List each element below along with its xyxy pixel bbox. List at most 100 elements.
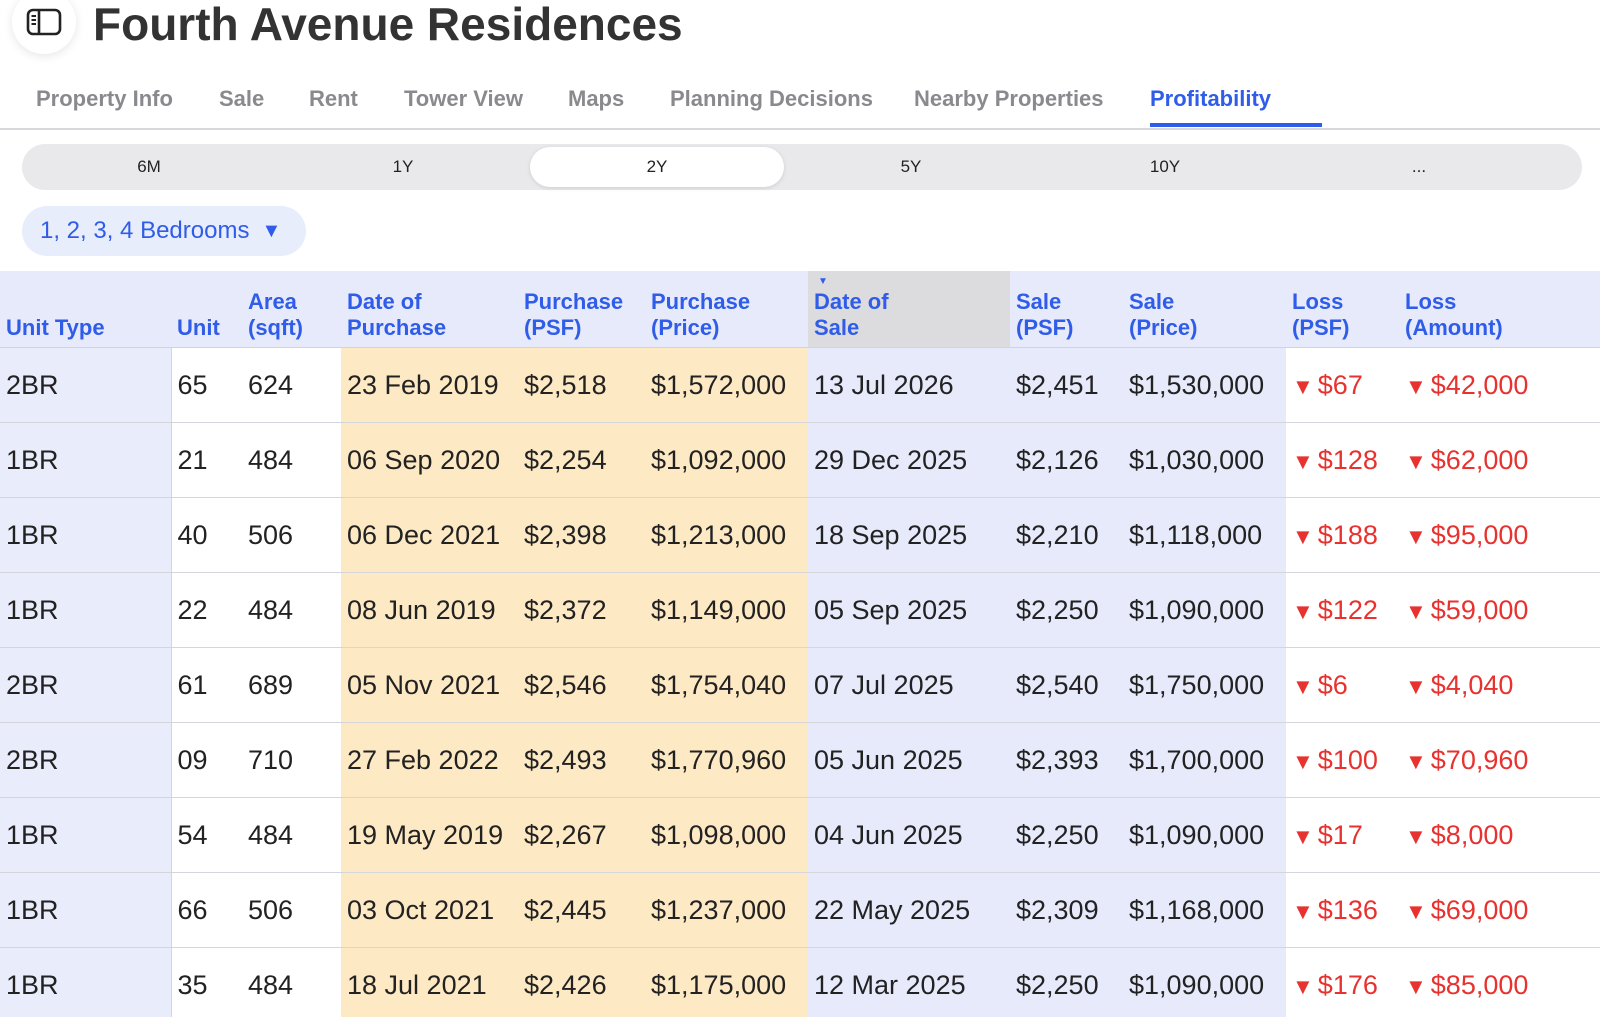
profitability-table: Unit Type Unit Area (sqft) Date of Purchas… [0,271,1600,1017]
loss-down-arrow-icon: ▼ [1292,448,1314,474]
table-row[interactable]: 2BR 65 624 23 Feb 2019 $2,518 $1,572,000 13 Ju… [0,347,1600,423]
sort-descending-icon: ▼ [818,276,828,287]
cell-unit-type: 1BR [0,797,172,873]
cell-purchase-psf: $2,426 [518,947,645,1017]
cell-sale-price: $1,118,000 [1123,497,1286,573]
table-row[interactable]: 1BR 22 484 08 Jun 2019 $2,372 $1,149,000 05 Se… [0,572,1600,648]
range-option-1y[interactable]: 1Y [392,157,414,176]
cell-loss-amount-value: $85,000 [1430,969,1529,1000]
sidebar-toggle-button[interactable] [12,0,76,54]
cell-area: 506 [242,872,341,948]
cell-unit-type: 2BR [0,647,172,723]
column-header-unit[interactable]: Unit [171,271,242,348]
chevron-down-icon: ▼ [261,219,282,242]
cell-sale-price: $1,530,000 [1123,347,1286,423]
cell-purchase-date: 19 May 2019 [341,797,518,873]
cell-loss-psf-value: $100 [1317,744,1378,775]
loss-down-arrow-icon: ▼ [1292,373,1314,399]
cell-sale-date: 18 Sep 2025 [808,497,1010,573]
cell-sale-psf: $2,210 [1010,497,1123,573]
cell-sale-date: 12 Mar 2025 [808,947,1010,1017]
cell-loss-amount-value: $59,000 [1430,594,1529,625]
tab-sale[interactable]: Sale [219,86,265,111]
cell-loss-psf-value: $128 [1317,444,1378,475]
table-row[interactable]: 1BR 66 506 03 Oct 2021 $2,445 $1,237,000 22 Ma… [0,872,1600,948]
cell-loss-psf-value: $136 [1317,894,1378,925]
cell-unit-type: 1BR [0,947,172,1017]
tab-profitability[interactable]: Profitability [1150,86,1272,111]
cell-purchase-date: 06 Sep 2020 [341,422,518,498]
cell-loss-amount: ▼ $59,000 [1399,572,1600,648]
cell-loss-amount: ▼ $42,000 [1399,347,1600,423]
cell-purchase-psf: $2,254 [518,422,645,498]
cell-purchase-psf: $2,546 [518,647,645,723]
column-header-sale-price[interactable]: Sale (Price) [1123,271,1286,348]
cell-unit: 54 [171,797,242,873]
column-header-sale-psf[interactable]: Sale (PSF) [1010,271,1123,348]
cell-purchase-date: 08 Jun 2019 [341,572,518,648]
cell-purchase-price: $1,213,000 [645,497,808,573]
table-row[interactable]: 2BR 09 710 27 Feb 2022 $2,493 $1,770,960 05 Ju… [0,722,1600,798]
cell-loss-amount: ▼ $4,040 [1399,647,1600,723]
range-option-6m[interactable]: 6M [137,157,161,176]
tab-maps[interactable]: Maps [568,86,625,111]
column-header-date-of-sale[interactable]: ▼ Date of Sale [808,271,1010,348]
range-option-2y[interactable]: 2Y [530,147,784,187]
cell-loss-psf: ▼ $6 [1286,647,1399,723]
cell-loss-amount-value: $62,000 [1430,444,1529,475]
cell-purchase-psf: $2,372 [518,572,645,648]
sidebar-toggle-icon [26,8,62,36]
cell-sale-psf: $2,451 [1010,347,1123,423]
cell-purchase-price: $1,175,000 [645,947,808,1017]
tab-tower-view[interactable]: Tower View [404,86,524,111]
cell-unit: 21 [171,422,242,498]
loss-down-arrow-icon: ▼ [1292,598,1314,624]
table-row[interactable]: 1BR 35 484 18 Jul 2021 $2,426 $1,175,000 12 Ma… [0,947,1600,1017]
range-option-5y[interactable]: 5Y [900,157,922,176]
column-header-purchase-price[interactable]: Purchase (Price) [645,271,808,348]
cell-purchase-price: $1,098,000 [645,797,808,873]
cell-sale-price: $1,168,000 [1123,872,1286,948]
cell-purchase-date: 03 Oct 2021 [341,872,518,948]
cell-purchase-price: $1,237,000 [645,872,808,948]
cell-loss-psf-value: $188 [1317,519,1378,550]
range-option-10y[interactable]: 10Y [1149,157,1181,176]
tab-nearby-properties[interactable]: Nearby Properties [914,86,1104,111]
cell-unit: 61 [171,647,242,723]
column-header-loss-psf[interactable]: Loss (PSF) [1286,271,1399,348]
tab-property-info[interactable]: Property Info [36,86,173,111]
cell-sale-date: 29 Dec 2025 [808,422,1010,498]
loss-down-arrow-icon: ▼ [1405,598,1427,624]
column-header-date-of-purchase[interactable]: Date of Purchase [341,271,518,348]
cell-loss-psf-value: $122 [1317,594,1378,625]
cell-area: 624 [242,347,341,423]
cell-sale-psf: $2,540 [1010,647,1123,723]
app-header: Fourth Avenue Residences [0,0,1600,60]
cell-sale-psf: $2,309 [1010,872,1123,948]
cell-purchase-price: $1,092,000 [645,422,808,498]
table-row[interactable]: 1BR 40 506 06 Dec 2021 $2,398 $1,213,000 18 Se… [0,497,1600,573]
cell-purchase-date: 06 Dec 2021 [341,497,518,573]
table-row[interactable]: 1BR 21 484 06 Sep 2020 $2,254 $1,092,000 29 De… [0,422,1600,498]
column-header-loss-amount[interactable]: Loss (Amount) [1399,271,1600,348]
column-header-unit-type[interactable]: Unit Type [0,271,171,348]
cell-purchase-psf: $2,398 [518,497,645,573]
tab-rent[interactable]: Rent [309,86,358,111]
range-option-more[interactable]: ... [1411,157,1427,176]
cell-purchase-price: $1,149,000 [645,572,808,648]
cell-loss-psf-value: $6 [1317,669,1348,700]
tab-planning-decisions[interactable]: Planning Decisions [670,86,873,111]
column-header-area[interactable]: Area (sqft) [242,271,341,348]
cell-purchase-date: 23 Feb 2019 [341,347,518,423]
cell-sale-psf: $2,126 [1010,422,1123,498]
cell-purchase-date: 27 Feb 2022 [341,722,518,798]
bedroom-filter-dropdown[interactable]: 1, 2, 3, 4 Bedrooms ▼ [22,206,306,256]
column-header-purchase-psf[interactable]: Purchase (PSF) [518,271,645,348]
cell-loss-amount: ▼ $69,000 [1399,872,1600,948]
cell-unit-type: 1BR [0,422,172,498]
loss-down-arrow-icon: ▼ [1405,898,1427,924]
cell-loss-psf-value: $176 [1317,969,1378,1000]
table-row[interactable]: 1BR 54 484 19 May 2019 $2,267 $1,098,000 04 Ju… [0,797,1600,873]
loss-down-arrow-icon: ▼ [1405,748,1427,774]
table-row[interactable]: 2BR 61 689 05 Nov 2021 $2,546 $1,754,040 07 Ju… [0,647,1600,723]
